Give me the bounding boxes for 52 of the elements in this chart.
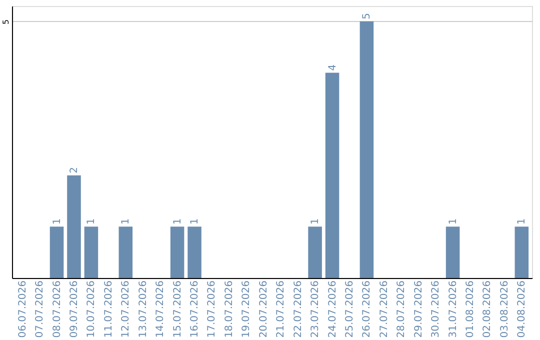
x-tick-label: 07.07.2026: [34, 280, 46, 338]
data-label: 4: [327, 64, 338, 71]
x-tick-label: 20.07.2026: [258, 280, 270, 338]
data-label: 1: [190, 218, 201, 225]
x-tick-label: 09.07.2026: [68, 280, 80, 338]
x-tick-label: 29.07.2026: [413, 280, 424, 338]
data-label: 2: [68, 166, 80, 174]
bar: [308, 226, 322, 278]
x-tick-label: 30.07.2026: [430, 280, 442, 338]
data-label: 1: [52, 218, 63, 225]
bar: [446, 226, 460, 278]
bar: [360, 21, 374, 278]
bar: [188, 226, 202, 278]
x-tick-label: 25.07.2026: [344, 280, 356, 338]
x-tick-label: 24.07.2026: [327, 280, 338, 338]
x-tick-label: 04.08.2026: [516, 280, 528, 338]
x-tick-label: 16.07.2026: [190, 280, 201, 338]
bar: [514, 226, 529, 278]
data-label: 1: [120, 218, 132, 225]
x-tick-label: 08.07.2026: [52, 280, 63, 338]
x-tick-label: 19.07.2026: [241, 280, 252, 338]
x-tick-label: 06.07.2026: [17, 280, 28, 338]
x-tick-label: 15.07.2026: [172, 280, 184, 338]
bar: [170, 226, 184, 278]
x-tick-label: 12.07.2026: [120, 280, 132, 338]
data-label: 1: [86, 218, 98, 225]
data-label: 1: [516, 218, 528, 225]
x-tick-label: 26.07.2026: [362, 280, 373, 338]
x-tick-label: 03.08.2026: [499, 280, 510, 338]
bar: [118, 226, 133, 278]
x-tick-label: 02.08.2026: [482, 280, 494, 338]
bar: [50, 226, 64, 278]
bar: [325, 72, 340, 278]
bar: [84, 226, 98, 278]
x-tick-label: 22.07.2026: [292, 280, 304, 338]
x-tick-label: 01.08.2026: [465, 280, 476, 338]
data-label: 5: [362, 13, 373, 20]
x-tick-label: 27.07.2026: [378, 280, 390, 338]
x-tick-label: 28.07.2026: [396, 280, 408, 338]
x-tick-label: 17.07.2026: [206, 280, 218, 338]
data-label: 1: [310, 218, 322, 225]
bar: [67, 175, 81, 278]
x-tick-label: 14.07.2026: [155, 280, 166, 338]
x-tick-label: 13.07.2026: [138, 280, 149, 338]
x-tick-label: 21.07.2026: [276, 280, 287, 338]
x-tick-label: 11.07.2026: [103, 280, 114, 338]
x-tick-label: 18.07.2026: [224, 280, 235, 338]
x-tick-label: 10.07.2026: [86, 280, 98, 338]
x-tick-label: 23.07.2026: [310, 280, 322, 338]
data-label: 1: [172, 218, 184, 225]
data-label: 1: [448, 218, 459, 225]
x-tick-label: 31.07.2026: [448, 280, 459, 338]
